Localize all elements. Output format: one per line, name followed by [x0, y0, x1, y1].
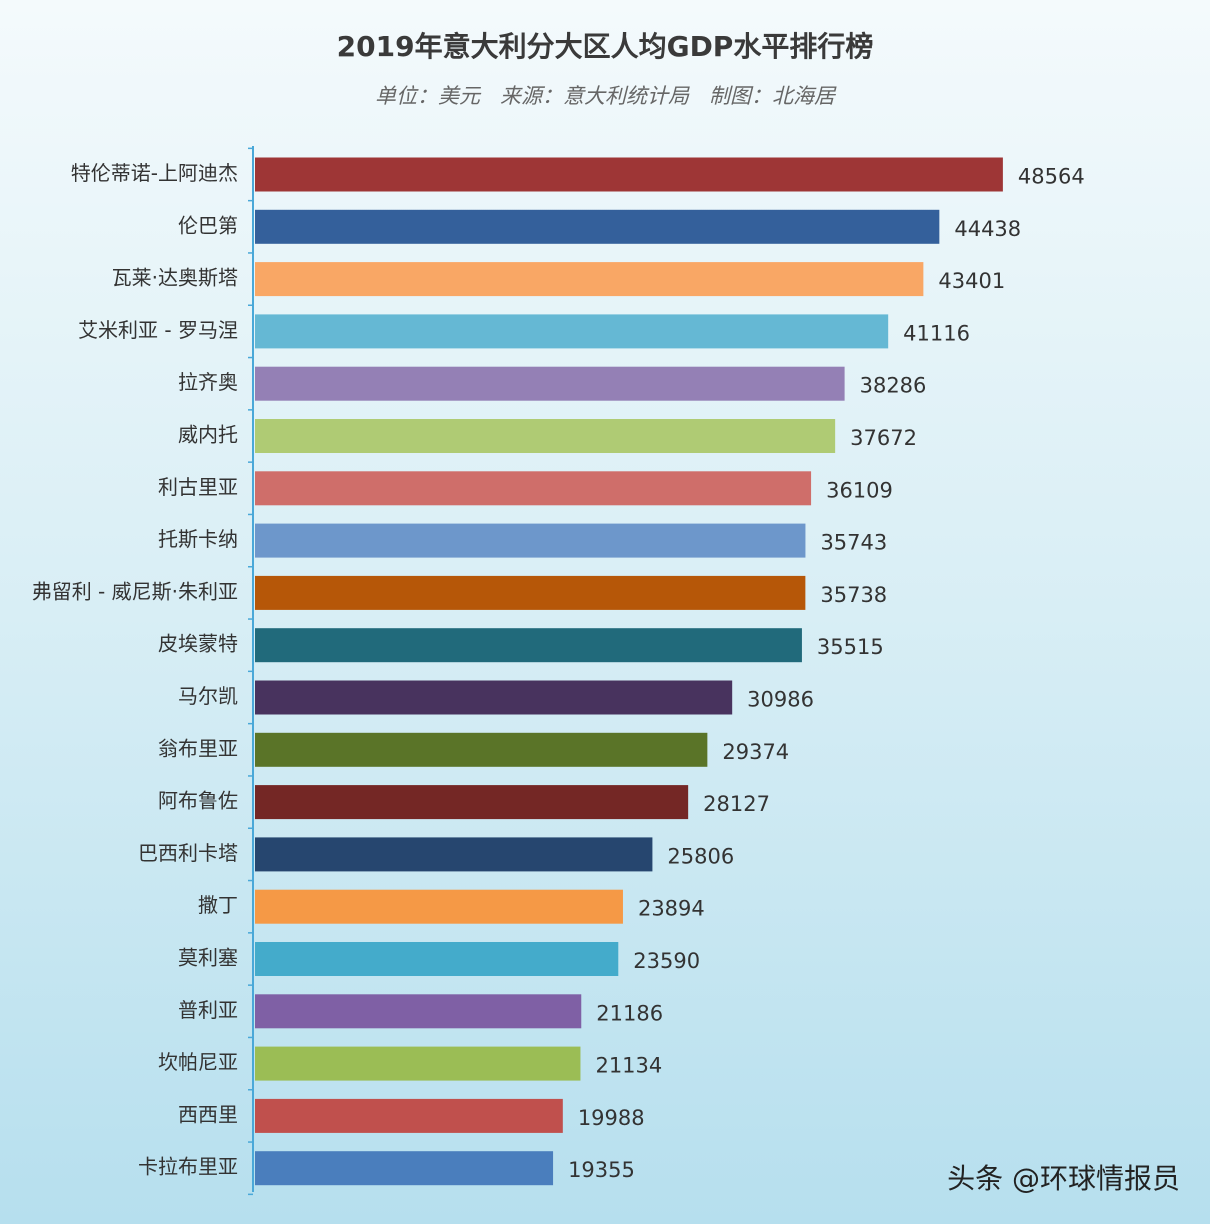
- chart-subtitle: 单位：美元 来源：意大利统计局 制图：北海居: [375, 84, 837, 108]
- value-label: 23590: [633, 949, 700, 973]
- value-label: 48564: [1018, 165, 1085, 189]
- y-tick-label: 巴西利卡塔: [138, 841, 238, 865]
- y-tick-label: 撒丁: [198, 893, 238, 917]
- value-label: 38286: [860, 374, 927, 398]
- y-tick-label: 卡拉布里亚: [138, 1155, 238, 1179]
- value-label: 19988: [578, 1106, 645, 1130]
- value-label: 30986: [747, 688, 814, 712]
- bar: [255, 209, 940, 244]
- y-tick-label: 坎帕尼亚: [158, 1050, 238, 1074]
- y-tick-label: 阿布鲁佐: [158, 789, 238, 813]
- y-tick-label: 拉齐奥: [178, 370, 238, 394]
- chart-title: 2019年意大利分大区人均GDP水平排行榜: [337, 30, 874, 63]
- bar: [255, 1046, 581, 1081]
- value-label: 28127: [703, 792, 770, 816]
- value-label: 35738: [820, 583, 887, 607]
- bar: [255, 262, 924, 297]
- value-label: 21186: [596, 1001, 663, 1025]
- value-label: 41116: [903, 321, 970, 345]
- bar: [255, 837, 653, 872]
- y-tick-label: 伦巴第: [178, 213, 238, 237]
- watermark: 头条 @环球情报员: [947, 1162, 1180, 1195]
- y-tick-label: 皮埃蒙特: [158, 632, 238, 656]
- bar: [255, 523, 806, 558]
- bar: [255, 471, 812, 506]
- y-tick-label: 西西里: [178, 1102, 238, 1126]
- bar: [255, 419, 836, 453]
- value-label: 36109: [826, 478, 893, 502]
- bar: [255, 1098, 563, 1133]
- bar: [255, 366, 845, 401]
- bar: [255, 732, 708, 767]
- value-label: 21134: [595, 1054, 662, 1078]
- bar: [255, 680, 733, 715]
- value-label: 29374: [722, 740, 789, 764]
- value-label: 19355: [568, 1158, 635, 1182]
- bar: [255, 1151, 554, 1186]
- y-tick-label: 利古里亚: [158, 475, 238, 499]
- bar: [255, 314, 889, 349]
- y-tick-label: 普利亚: [178, 998, 238, 1022]
- bar: [255, 889, 623, 924]
- value-label: 37672: [850, 426, 917, 450]
- bar: [255, 994, 582, 1029]
- value-label: 44438: [954, 217, 1021, 241]
- y-tick-label: 艾米利亚 - 罗马涅: [78, 318, 238, 342]
- y-tick-label: 莫利塞: [178, 946, 238, 970]
- y-tick-label: 翁布里亚: [158, 736, 238, 760]
- bar: [255, 942, 619, 976]
- value-label: 23894: [638, 897, 705, 921]
- value-label: 43401: [938, 269, 1005, 293]
- bar: [255, 628, 802, 663]
- value-label: 25806: [667, 844, 734, 868]
- bar: [255, 575, 806, 610]
- y-tick-label: 瓦莱·达奥斯塔: [112, 266, 238, 290]
- y-tick-label: 马尔凯: [178, 684, 238, 708]
- bar: [255, 785, 689, 820]
- y-tick-label: 威内托: [178, 423, 238, 447]
- value-label: 35515: [817, 635, 884, 659]
- value-label: 35743: [820, 531, 887, 555]
- bar: [255, 157, 1003, 192]
- y-tick-label: 特伦蒂诺-上阿迪杰: [71, 161, 238, 185]
- y-tick-label: 弗留利 - 威尼斯·朱利亚: [32, 579, 238, 603]
- y-tick-label: 托斯卡纳: [158, 527, 238, 551]
